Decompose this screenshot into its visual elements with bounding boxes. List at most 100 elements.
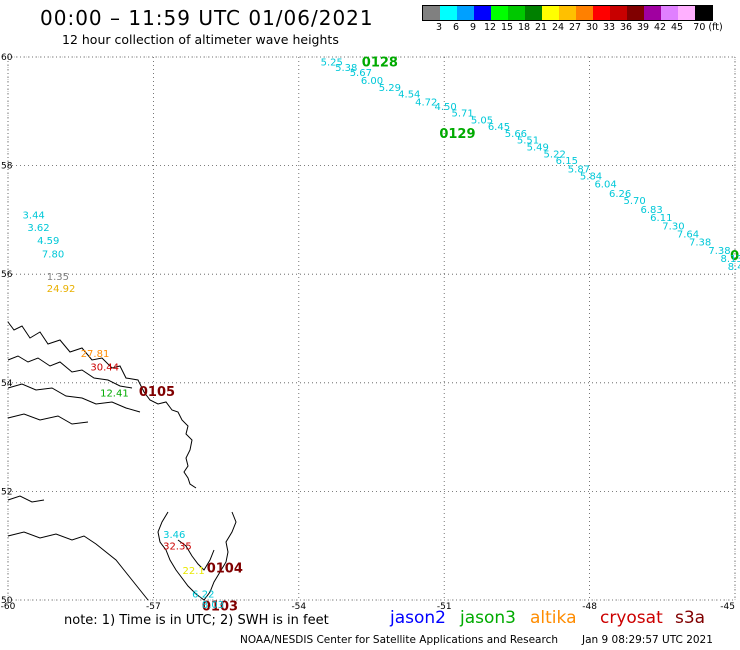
quebec-coast-1 xyxy=(7,495,45,503)
lat-tick-label: 50 xyxy=(1,596,13,606)
legend-label: 6 xyxy=(452,22,460,33)
lat-tick-label: 58 xyxy=(1,162,13,172)
quebec-coast-2 xyxy=(7,531,149,601)
wave-height-value: 5.51 xyxy=(517,136,539,147)
labrador-inner-2 xyxy=(7,383,141,413)
wave-height-value: 5.29 xyxy=(379,83,401,94)
legend-swatch xyxy=(508,6,525,20)
wave-height-value: 6.45 xyxy=(488,122,510,133)
lon-tick-label: -45 xyxy=(720,602,735,612)
legend-swatch xyxy=(457,6,474,20)
wave-height-value: 4.72 xyxy=(415,98,437,109)
wave-height-value: 3.62 xyxy=(27,223,49,234)
wave-height-value: 8.13 xyxy=(720,254,740,265)
wave-height-value: 6.22 xyxy=(192,589,214,600)
legend-label: 12 xyxy=(483,22,497,33)
satellite-cryosat: cryosat xyxy=(600,608,663,628)
wave-height-value: 5.87 xyxy=(568,164,590,175)
newfoundland-coast xyxy=(157,511,237,601)
lon-tick-label: -51 xyxy=(437,602,452,612)
page-title: 00:00 – 11:59 UTC 01/06/2021 xyxy=(40,6,374,30)
wave-height-value: 7.38 xyxy=(708,246,730,257)
legend-swatch xyxy=(610,6,627,20)
wave-height-value: 1.35 xyxy=(47,272,69,283)
lat-tick-label: 56 xyxy=(1,270,13,280)
legend-label: 42 xyxy=(653,22,667,33)
wave-height-value: 27.81 xyxy=(81,349,110,360)
newfoundland-inner xyxy=(177,539,215,571)
legend-swatch xyxy=(525,6,542,20)
lat-tick-label: 52 xyxy=(1,487,12,497)
lon-tick-label: -60 xyxy=(1,602,16,612)
legend-swatch xyxy=(423,6,440,20)
wave-height-value: 5.05 xyxy=(471,115,493,126)
axis-labels: 60 58 56 54 52 50-60 -57 -54 -51 -48 -45 xyxy=(1,53,735,612)
generated-timestamp: Jan 9 08:29:57 UTC 2021 xyxy=(582,634,713,646)
legend-label: 21 xyxy=(534,22,548,33)
legend-labels: 3 6 9 12 15 18 21 24 27 30 33 36 39 42 45 70 (ft) xyxy=(422,21,723,35)
track-label: 0105 xyxy=(139,385,175,400)
wave-height-value: 7.38 xyxy=(689,238,711,249)
wave-height-value: 7.30 xyxy=(662,221,684,232)
legend-swatch xyxy=(661,6,678,20)
wave-height-value: 5.38 xyxy=(335,63,357,74)
wave-height-value: 4.59 xyxy=(37,236,59,247)
track-label: 0128 xyxy=(362,55,398,70)
labrador-inner-3 xyxy=(7,413,89,425)
wave-height-value: 4.50 xyxy=(435,102,457,113)
lon-tick-label: -48 xyxy=(582,602,597,612)
lon-tick-label: -54 xyxy=(291,602,306,612)
legend-swatch xyxy=(678,6,695,20)
legend-swatch xyxy=(695,6,712,20)
map-frame xyxy=(7,56,736,601)
wave-height-value: 8.03 xyxy=(202,600,224,611)
lon-tick-label: -57 xyxy=(146,602,161,612)
wave-height-value: 5.22 xyxy=(544,150,566,161)
legend-label: 24 xyxy=(551,22,565,33)
legend-swatch xyxy=(576,6,593,20)
wave-height-value: 8.4 xyxy=(728,262,740,273)
wave-height-value: 24.92 xyxy=(47,284,76,295)
track-label: 0129 xyxy=(439,127,475,142)
page-subtitle: 12 hour collection of altimeter wave hei… xyxy=(62,32,339,47)
wave-height-value: 5.71 xyxy=(451,108,473,119)
legend-swatch xyxy=(440,6,457,20)
labrador-coast xyxy=(7,321,197,489)
track-label: 0103 xyxy=(202,599,238,614)
legend-swatch xyxy=(593,6,610,20)
coastline xyxy=(7,321,237,601)
credit-line: NOAA/NESDIS Center for Satellite Applica… xyxy=(240,634,558,646)
wave-height-value: 5.66 xyxy=(505,129,527,140)
legend-label: 45 xyxy=(670,22,684,33)
wave-height-value: 3.44 xyxy=(23,210,45,221)
wave-height-value: 6.00 xyxy=(361,76,383,87)
track-labels: 0128 0129 0105 0104 0103 0 xyxy=(139,55,739,614)
lat-tick-label: 60 xyxy=(1,53,13,63)
legend-label: 27 xyxy=(568,22,582,33)
legend-swatch xyxy=(559,6,576,20)
legend-swatch xyxy=(474,6,491,20)
wave-height-value: 6.04 xyxy=(594,180,616,191)
legend-label: 18 xyxy=(517,22,531,33)
wave-height-value: 4.54 xyxy=(398,89,420,100)
track-label: 0 xyxy=(730,249,739,264)
satellite-jason3: jason3 xyxy=(460,608,516,628)
legend-label: 9 xyxy=(469,22,477,33)
wave-height-value: 6.15 xyxy=(556,156,578,167)
legend-swatch xyxy=(491,6,508,20)
lat-lon-grid xyxy=(7,56,736,601)
wave-height-value: 22.1 xyxy=(182,566,204,577)
legend-label: 39 xyxy=(636,22,650,33)
wave-height-value: 32.35 xyxy=(163,542,192,553)
satellite-s3a: s3a xyxy=(675,608,706,628)
wave-height-value: 5.25 xyxy=(321,57,343,68)
wave-height-value: 5.70 xyxy=(624,196,646,207)
wave-observations: 5.255.385.676.005.294.544.724.505.715.05… xyxy=(23,57,740,610)
wave-height-value: 5.84 xyxy=(580,171,602,182)
wave-height-value: 3.46 xyxy=(163,530,185,541)
wave-height-value: 7.64 xyxy=(677,229,699,240)
wave-height-value: 6.26 xyxy=(609,189,631,200)
wave-height-value: 7.80 xyxy=(42,250,64,261)
labrador-inner-1 xyxy=(7,355,133,389)
track-label: 0104 xyxy=(207,561,243,576)
